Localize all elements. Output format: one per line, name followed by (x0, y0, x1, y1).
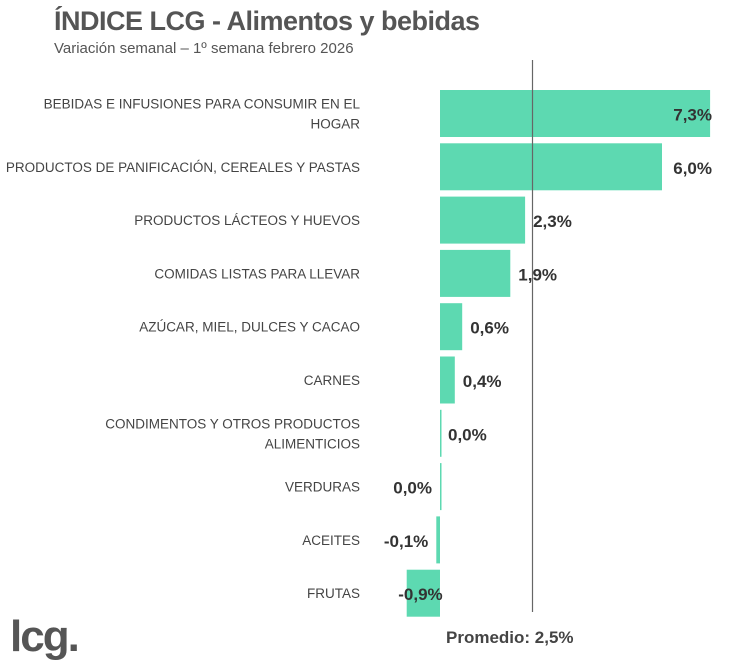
category-label: PRODUCTOS LÁCTEOS Y HUEVOS (134, 213, 360, 228)
data-label: 0,6% (470, 319, 509, 338)
bar (406, 569, 440, 617)
data-label: 6,0% (673, 159, 712, 178)
chart-subtitle: Variación semanal – 1º semana febrero 20… (54, 40, 354, 57)
category-label: HOGAR (310, 117, 360, 132)
data-label: 7,3% (673, 106, 712, 125)
data-label: 0,0% (393, 479, 432, 498)
category-label: ALIMENTICIOS (265, 436, 360, 451)
bar (440, 196, 526, 244)
category-label: CARNES (304, 373, 360, 388)
category-label: BEBIDAS E INFUSIONES PARA CONSUMIR EN EL (44, 97, 361, 112)
data-label: 2,3% (533, 212, 572, 231)
bar (440, 409, 442, 457)
category-label: CONDIMENTOS Y OTROS PRODUCTOS (105, 416, 360, 431)
chart-title: ÍNDICE LCG - Alimentos y bebidas (54, 6, 480, 36)
data-label: 0,0% (448, 425, 487, 444)
data-label: 1,9% (518, 265, 557, 284)
data-label: -0,1% (384, 532, 428, 551)
category-label: PRODUCTOS DE PANIFICACIÓN, CEREALES Y PA… (6, 160, 360, 175)
bar (440, 249, 511, 297)
bar (440, 303, 463, 351)
bar (440, 463, 442, 511)
lcg-logo: lcg. (10, 612, 80, 661)
bar (440, 90, 711, 137)
category-label: VERDURAS (285, 480, 360, 495)
category-label: AZÚCAR, MIEL, DULCES Y CACAO (139, 320, 360, 335)
category-label: ACEITES (302, 533, 360, 548)
category-label: COMIDAS LISTAS PARA LLEVAR (154, 266, 360, 281)
bar (440, 356, 455, 404)
data-label: -0,9% (398, 585, 442, 604)
bar (436, 516, 440, 564)
average-label: Promedio: 2,5% (446, 628, 574, 647)
bar (440, 143, 662, 191)
data-label: 0,4% (463, 372, 502, 391)
category-label: FRUTAS (307, 586, 360, 601)
